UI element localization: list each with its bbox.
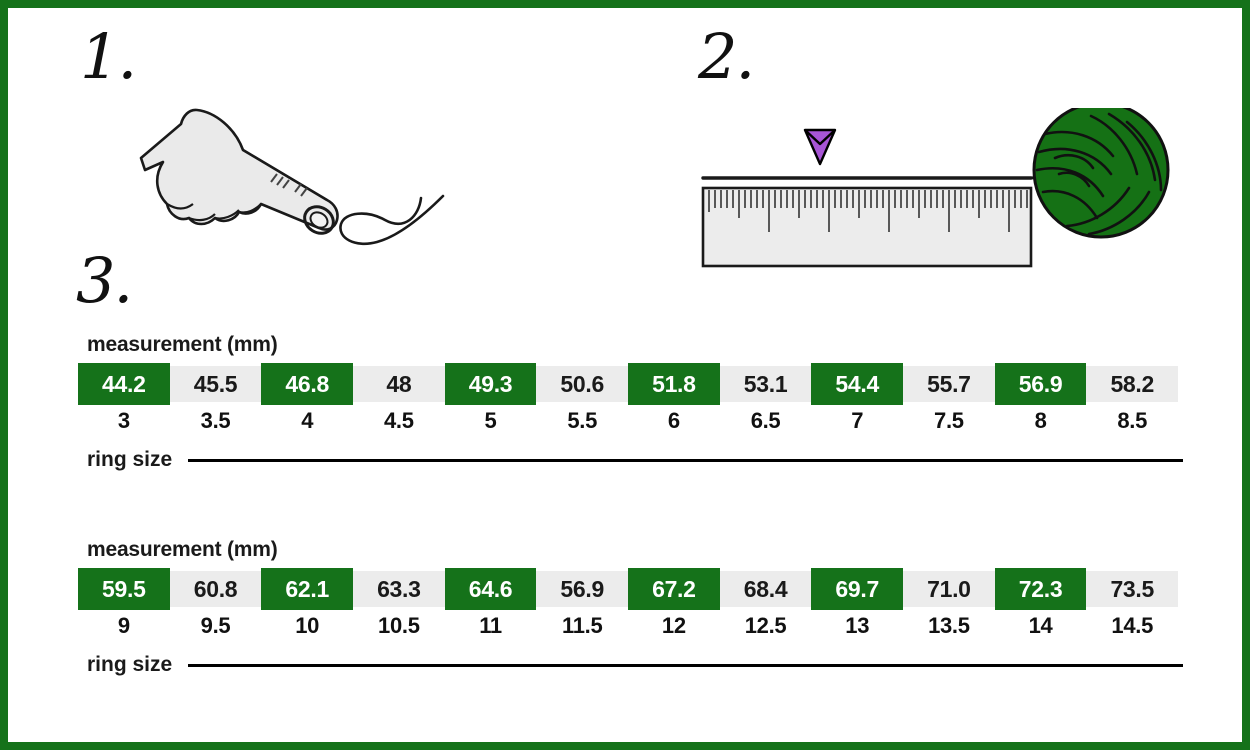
axis-rule bbox=[188, 458, 1183, 462]
measurement-cell: 56.9 bbox=[994, 363, 1087, 405]
size-cell: 6.5 bbox=[750, 408, 781, 433]
measurement-cell: 58.2 bbox=[1110, 370, 1155, 397]
size-cell: 8 bbox=[1034, 408, 1047, 433]
measurement-cell: 55.7 bbox=[927, 370, 971, 397]
size-row-2: 9 9.5 10 10.5 11 11.5 12 12.5 13 13.5 14… bbox=[78, 613, 1178, 639]
size-cell: 7.5 bbox=[934, 408, 964, 433]
size-cell: 3.5 bbox=[200, 408, 231, 433]
measurement-cell: 63.3 bbox=[377, 575, 421, 602]
measurement-cell: 73.5 bbox=[1110, 575, 1155, 602]
size-cell: 8.5 bbox=[1117, 408, 1148, 433]
size-cell: 14 bbox=[1028, 613, 1053, 638]
axis-rule bbox=[188, 663, 1183, 667]
measurement-cell: 72.3 bbox=[994, 568, 1087, 610]
size-cell: 4 bbox=[301, 408, 314, 433]
measurement-cell: 48 bbox=[386, 370, 412, 397]
ring-size-label-1: ring size bbox=[87, 448, 173, 471]
size-cell: 11.5 bbox=[561, 613, 603, 638]
measurement-cell: 50.6 bbox=[560, 370, 604, 397]
step-2-numeral: 2. bbox=[698, 20, 755, 93]
measurement-band-1: 44.2 45.5 46.8 48 49.3 50.6 51.8 53.1 54… bbox=[78, 363, 1178, 405]
size-cell: 10.5 bbox=[378, 613, 420, 638]
size-table-2: measurement (mm) 59.5 60.8 62.1 63.3 64.… bbox=[78, 538, 1183, 677]
size-cell: 6 bbox=[667, 408, 680, 433]
ring-size-axis-2: ring size bbox=[78, 653, 1183, 677]
measurement-cell: 60.8 bbox=[193, 575, 238, 602]
size-cell: 4.5 bbox=[384, 408, 414, 433]
measurement-cell: 59.5 bbox=[78, 568, 170, 610]
ring-size-label-2: ring size bbox=[87, 653, 173, 676]
size-cell: 7 bbox=[851, 408, 864, 433]
size-cell: 13 bbox=[845, 613, 870, 638]
size-cell: 13.5 bbox=[928, 613, 970, 638]
measurement-cell: 49.3 bbox=[444, 363, 537, 405]
measurement-cell: 54.4 bbox=[811, 363, 904, 405]
size-row-1: 3 3.5 4 4.5 5 5.5 6 6.5 7 7.5 8 8.5 bbox=[78, 408, 1178, 434]
size-cell: 11 bbox=[479, 613, 502, 638]
ruler-with-string-and-yarn-ball-icon bbox=[693, 101, 1183, 278]
measurement-band-2: 59.5 60.8 62.1 63.3 64.6 56.9 67.2 68.4 … bbox=[78, 568, 1178, 610]
measurement-cell: 53.1 bbox=[743, 370, 788, 397]
measurement-cell: 56.9 bbox=[560, 575, 604, 602]
measurement-cell: 51.8 bbox=[628, 363, 720, 405]
size-cell: 12 bbox=[661, 613, 686, 638]
measurement-cell: 71.0 bbox=[927, 575, 971, 602]
ring-size-axis-1: ring size bbox=[78, 448, 1183, 472]
measurement-cell: 68.4 bbox=[743, 575, 788, 602]
size-cell: 3 bbox=[117, 408, 130, 433]
measurement-cell: 69.7 bbox=[811, 568, 904, 610]
size-cell: 9 bbox=[117, 613, 130, 638]
size-table-1: measurement (mm) 44.2 45.5 46.8 48 49.3 … bbox=[78, 333, 1183, 472]
size-cell: 12.5 bbox=[744, 613, 787, 638]
measurement-label-1: measurement (mm) bbox=[87, 333, 278, 356]
measurement-cell: 44.2 bbox=[78, 363, 170, 405]
measurement-cell: 46.8 bbox=[261, 363, 354, 405]
measurement-cell: 45.5 bbox=[193, 370, 238, 397]
size-cell: 5.5 bbox=[567, 408, 598, 433]
size-cell: 10 bbox=[295, 613, 320, 638]
size-cell: 5 bbox=[484, 408, 497, 433]
step-1-numeral: 1. bbox=[80, 20, 137, 93]
measurement-cell: 62.1 bbox=[261, 568, 354, 610]
size-cell: 14.5 bbox=[1111, 613, 1154, 638]
size-cell: 9.5 bbox=[200, 613, 231, 638]
pointing-hand-with-string-icon bbox=[123, 86, 453, 261]
measurement-cell: 67.2 bbox=[628, 568, 720, 610]
measurement-cell: 64.6 bbox=[444, 568, 537, 610]
step-3-numeral: 3. bbox=[76, 244, 133, 317]
measurement-label-2: measurement (mm) bbox=[87, 538, 278, 561]
